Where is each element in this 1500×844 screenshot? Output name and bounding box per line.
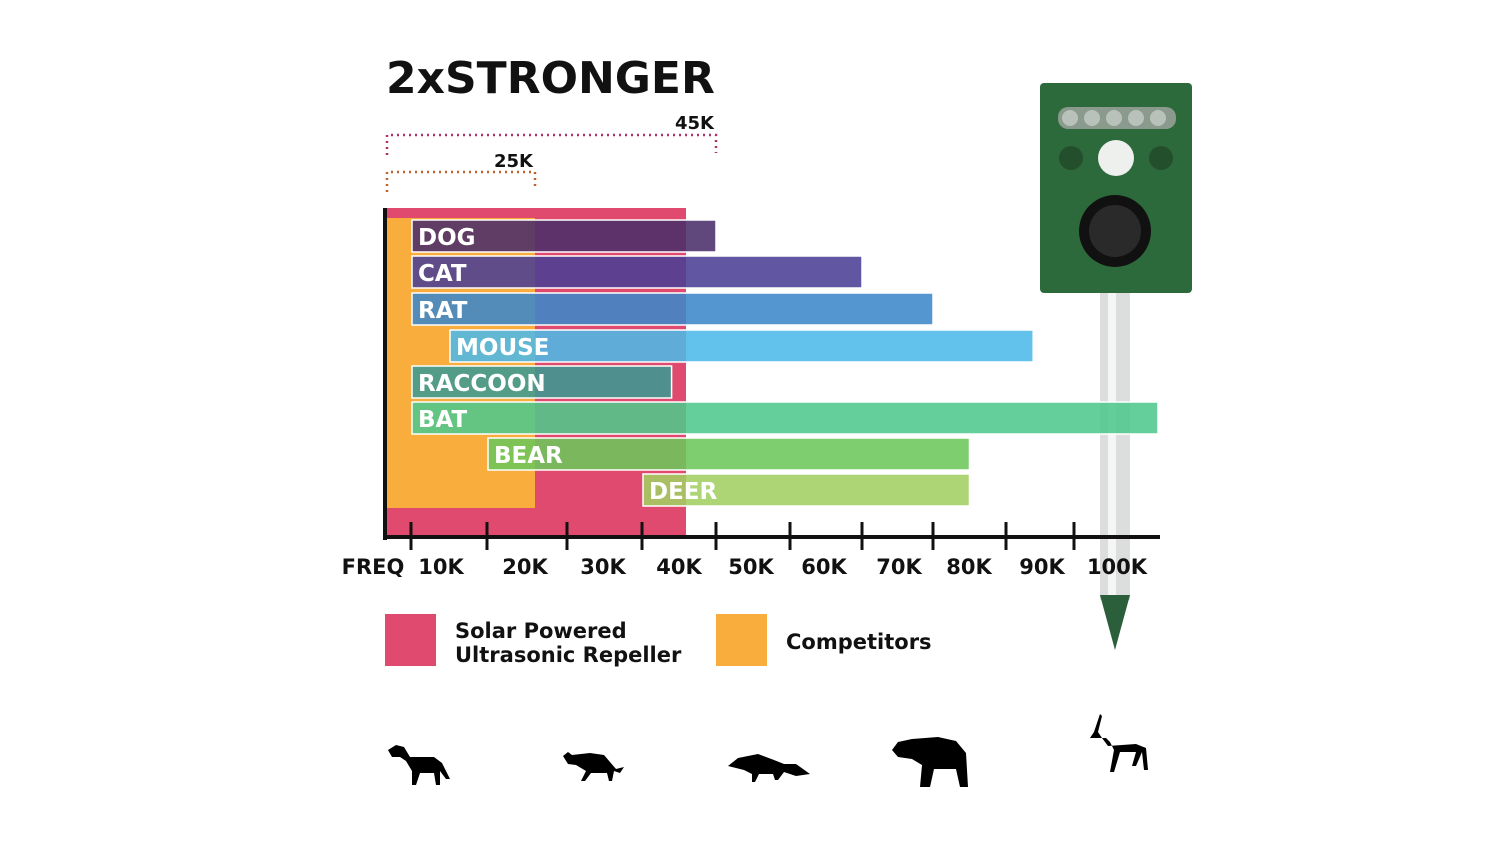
bar-label-mouse: MOUSE — [456, 335, 549, 361]
legend-label-solar-line2: Ultrasonic Repeller — [455, 643, 682, 667]
x-tick — [565, 522, 569, 550]
bar-label-bear: BEAR — [494, 443, 563, 469]
x-tick-label: 80K — [946, 555, 992, 579]
x-tick — [1004, 522, 1008, 550]
legend-label-competitors: Competitors — [786, 630, 932, 654]
repeller-device-icon — [1040, 83, 1192, 650]
bracket-45k — [385, 133, 718, 155]
y-axis-line — [383, 208, 387, 540]
x-axis-line — [383, 535, 1160, 539]
bar-label-deer: DEER — [649, 479, 718, 505]
bar-bat — [411, 401, 1159, 435]
x-tick-label: 40K — [656, 555, 702, 579]
x-axis-label: FREQ — [342, 555, 405, 579]
bar-mouse — [449, 329, 1034, 363]
bracket-label-25k: 25K — [494, 151, 534, 172]
x-tick — [409, 522, 413, 550]
bar-label-rat: RAT — [418, 298, 468, 324]
bar-raccoon — [411, 365, 673, 399]
x-tick — [860, 522, 864, 550]
x-tick — [714, 522, 718, 550]
legend-swatch-solar — [385, 614, 436, 666]
chart-title: 2xSTRONGER — [386, 53, 715, 104]
bear-icon — [892, 737, 968, 787]
bar-label-bat: BAT — [418, 407, 468, 433]
x-tick — [640, 522, 644, 550]
bar-label-cat: CAT — [418, 261, 467, 287]
bar-rat — [411, 292, 934, 326]
x-tick — [1072, 522, 1076, 550]
x-tick-label: 20K — [502, 555, 548, 579]
cat-icon — [563, 752, 624, 781]
x-tick-label: 50K — [728, 555, 774, 579]
legend-label-solar-line1: Solar Powered — [455, 619, 627, 643]
bar-deer — [642, 473, 971, 507]
x-tick-label: 90K — [1019, 555, 1065, 579]
x-tick-label: 70K — [876, 555, 922, 579]
x-tick-label: 100K — [1087, 555, 1148, 579]
dog-icon — [388, 745, 450, 785]
x-tick-label: 30K — [580, 555, 626, 579]
x-tick — [931, 522, 935, 550]
bar-cat — [411, 255, 863, 289]
deer-icon — [1090, 714, 1148, 772]
bracket-25k — [385, 170, 537, 192]
raccoon-icon — [728, 754, 810, 782]
bar-bear — [487, 437, 971, 471]
x-tick — [788, 522, 792, 550]
x-tick — [485, 522, 489, 550]
bar-label-raccoon: RACCOON — [418, 371, 546, 397]
x-tick-label: 10K — [418, 555, 464, 579]
x-tick-label: 60K — [801, 555, 847, 579]
bar-dog — [411, 219, 717, 253]
bracket-label-45k: 45K — [675, 113, 715, 134]
legend-swatch-competitors — [716, 614, 767, 666]
bar-label-dog: DOG — [418, 225, 476, 251]
legend: Solar Powered Ultrasonic Repeller Compet… — [385, 614, 932, 667]
